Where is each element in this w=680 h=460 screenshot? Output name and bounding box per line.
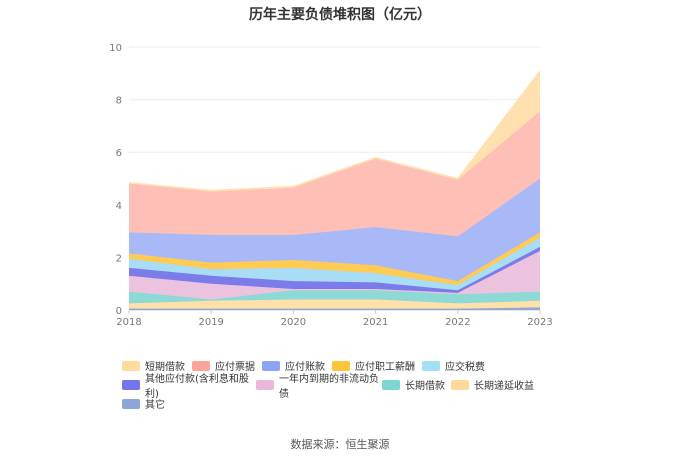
area-series-5 (129, 237, 540, 291)
legend-swatch (192, 360, 210, 371)
area-series-8 (129, 111, 540, 237)
legend-label: 应交税费 (445, 362, 485, 373)
legend-swatch (422, 360, 440, 371)
area-series-edge-8 (128, 111, 541, 193)
x-tick-label: 2018 (116, 317, 141, 328)
chart-title: 历年主要负债堆积图（亿元） (249, 7, 431, 23)
legend-label: 一年内到期的非流动负债 (279, 373, 379, 400)
legend-item[interactable]: 短期借款 (122, 358, 192, 373)
area-series-3 (129, 250, 540, 300)
data-source-note: 数据来源：恒生聚源 (290, 438, 390, 451)
legend-item[interactable]: 应付职工薪酬 (332, 358, 422, 373)
legend-swatch (332, 360, 350, 371)
legend-item[interactable]: 应付账款 (262, 358, 332, 373)
legend-swatch (256, 379, 274, 390)
legend-label: 应付职工薪酬 (355, 362, 415, 373)
legend-label: 长期递延收益 (474, 381, 534, 392)
legend-swatch (122, 398, 140, 409)
stacked-area-chart: 0 2 4 6 8 10 2018 2019 2020 2021 2022 2023 (109, 43, 552, 328)
y-tick-label: 4 (116, 201, 122, 212)
legend-item[interactable]: 其它 (122, 396, 182, 411)
y-tick-label: 0 (116, 306, 122, 317)
legend-item[interactable]: 应交税费 (422, 358, 502, 373)
legend-label: 短期借款 (145, 362, 185, 373)
x-tick-label: 2019 (198, 317, 223, 328)
legend-label: 应付账款 (285, 362, 325, 373)
legend-label: 应付票据 (215, 362, 255, 373)
x-tick-label: 2020 (281, 317, 306, 328)
legend-swatch (451, 379, 469, 390)
legend-item[interactable]: 长期借款 (382, 377, 451, 392)
x-tick-label: 2021 (363, 317, 388, 328)
legend-item[interactable]: 一年内到期的非流动负债 (256, 370, 382, 400)
x-tick-label: 2022 (445, 317, 470, 328)
y-tick-label: 6 (116, 148, 122, 159)
area-series-edge-9 (128, 70, 541, 191)
legend-label: 其它 (145, 400, 165, 411)
legend-swatch (122, 360, 140, 371)
legend-row: 其他应付款(含利息和股利) 一年内到期的非流动负债 长期借款 长期递延收益 (122, 374, 602, 400)
area-series-1 (129, 299, 540, 309)
legend-label: 长期借款 (405, 381, 445, 392)
legend-row: 短期借款 应付票据 应付账款 应付职工薪酬 应交税费 (122, 356, 602, 375)
x-tick-label: 2023 (527, 317, 552, 328)
y-tick-label: 2 (116, 253, 122, 264)
legend-item[interactable]: 长期递延收益 (451, 377, 541, 392)
chart-legend: 短期借款 应付票据 应付账款 应付职工薪酬 应交税费其他应付款(含利息和股利) 一年内到期… (122, 356, 602, 413)
area-series-7 (129, 178, 540, 282)
legend-swatch (382, 379, 400, 390)
legend-label: 其他应付款(含利息和股利) (145, 373, 249, 400)
y-tick-label: 8 (116, 96, 122, 107)
y-tick-label: 10 (109, 43, 122, 54)
legend-swatch (122, 379, 140, 390)
area-series-4 (129, 246, 540, 293)
legend-swatch (262, 360, 280, 371)
legend-item[interactable]: 应付票据 (192, 358, 262, 373)
legend-row: 其它 (122, 394, 602, 413)
legend-item[interactable]: 其他应付款(含利息和股利) (122, 370, 256, 400)
